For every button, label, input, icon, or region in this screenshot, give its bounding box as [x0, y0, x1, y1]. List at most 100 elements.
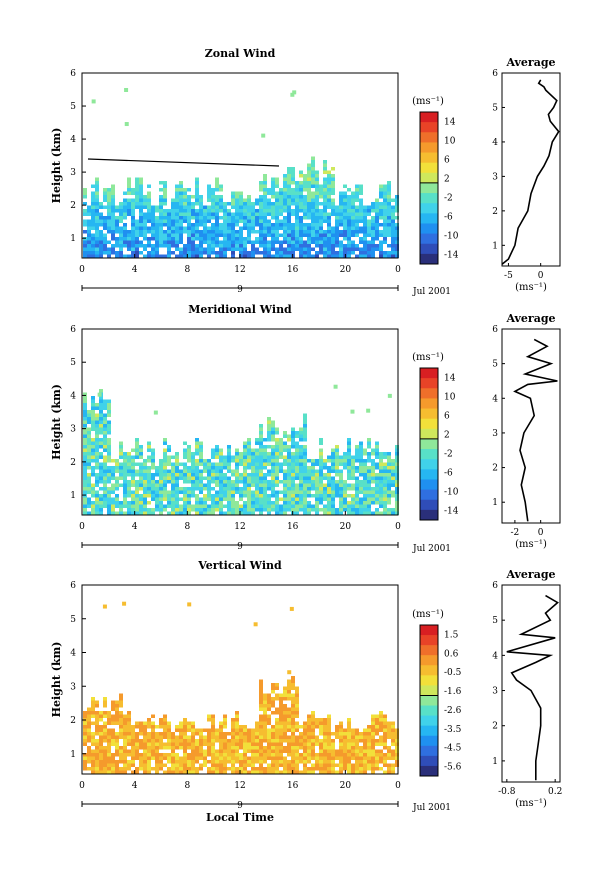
heatmap-cell: [355, 487, 359, 491]
heatmap-cell: [303, 184, 307, 188]
heatmap-cell: [363, 469, 367, 473]
heatmap-cell: [359, 254, 363, 258]
heatmap-cell: [291, 480, 295, 484]
heatmap-cell: [175, 767, 179, 771]
heatmap-cell: [339, 195, 343, 199]
heatmap-cell: [87, 459, 91, 463]
heatmap-cell: [279, 188, 283, 192]
heatmap-cell: [267, 455, 271, 459]
heatmap-cell: [339, 763, 343, 767]
heatmap-cell: [167, 473, 171, 477]
heatmap-cell: [235, 247, 239, 251]
heatmap-cell: [119, 483, 123, 487]
heatmap-cell: [143, 763, 147, 767]
heatmap-cell: [307, 511, 311, 515]
heatmap-cell: [351, 202, 355, 206]
heatmap-cell: [259, 462, 263, 466]
heatmap-cell: [143, 462, 147, 466]
heatmap-cell: [363, 459, 367, 463]
heatmap-cell: [119, 247, 123, 251]
heatmap-cell: [119, 254, 123, 258]
heatmap-cell: [131, 749, 135, 753]
heatmap-cell: [119, 466, 123, 470]
heatmap-cell: [199, 254, 203, 258]
heatmap-cell: [219, 494, 223, 498]
heatmap-cell: [203, 760, 207, 764]
heatmap-cell: [347, 202, 351, 206]
heatmap-cell: [367, 251, 371, 255]
heatmap-cell: [275, 466, 279, 470]
heatmap-cell: [347, 469, 351, 473]
heatmap-cell: [175, 191, 179, 195]
heatmap-cell: [219, 244, 223, 248]
heatmap-cell: [259, 749, 263, 753]
heatmap-cell: [91, 240, 95, 244]
heatmap-cell: [179, 760, 183, 764]
heatmap-cell: [195, 209, 199, 213]
heatmap-cell: [223, 739, 227, 743]
heatmap-cell: [271, 753, 275, 757]
heatmap-cell: [119, 501, 123, 505]
heatmap-cell: [391, 770, 395, 774]
heatmap-cell: [383, 756, 387, 760]
heatmap-cell: [143, 732, 147, 736]
heatmap-cell: [235, 209, 239, 213]
heatmap-cell: [283, 504, 287, 508]
heatmap-cell: [339, 767, 343, 771]
heatmap-cell: [163, 756, 167, 760]
heatmap-cell: [291, 700, 295, 704]
heatmap-cell: [383, 216, 387, 220]
heatmap-cell: [107, 431, 111, 435]
heatmap-cell: [151, 212, 155, 216]
heatmap-cell: [119, 462, 123, 466]
heatmap-cell: [87, 501, 91, 505]
heatmap-cell: [367, 438, 371, 442]
heatmap-cell: [107, 427, 111, 431]
heatmap-cell: [391, 212, 395, 216]
heatmap-cell: [115, 205, 119, 209]
heatmap-cell: [211, 501, 215, 505]
heatmap-cell: [103, 700, 107, 704]
profile-y-tick-label: 6: [492, 325, 498, 335]
heatmap-cell: [363, 767, 367, 771]
heatmap-cell: [87, 707, 91, 711]
heatmap-cell: [387, 393, 392, 398]
heatmap-cell: [371, 233, 375, 237]
heatmap-cell: [267, 501, 271, 505]
heatmap-cell: [123, 490, 127, 494]
heatmap-cell: [183, 230, 187, 234]
heatmap-cell: [207, 247, 211, 251]
heatmap-cell: [263, 455, 267, 459]
heatmap-cell: [91, 410, 95, 414]
heatmap-cell: [211, 202, 215, 206]
heatmap-cell: [111, 770, 115, 774]
profile-x-unit: (ms⁻¹): [515, 798, 547, 809]
heatmap-cell: [303, 413, 307, 417]
heatmap-cell: [127, 198, 131, 202]
heatmap-cell: [191, 223, 195, 227]
heatmap-cell: [163, 473, 167, 477]
colorbar-label: 6: [444, 412, 450, 422]
heatmap-cell: [95, 230, 99, 234]
heatmap-cell: [87, 725, 91, 729]
heatmap-cell: [311, 466, 315, 470]
heatmap-cell: [127, 739, 131, 743]
heatmap-cell: [143, 739, 147, 743]
heatmap-cell: [171, 504, 175, 508]
heatmap-cell: [91, 191, 95, 195]
heatmap-cell: [295, 735, 299, 739]
heatmap-cell: [119, 704, 123, 708]
heatmap-cell: [387, 184, 391, 188]
heatmap-cell: [295, 753, 299, 757]
heatmap-cell: [287, 504, 291, 508]
heatmap-cell: [259, 427, 263, 431]
heatmap-cell: [347, 756, 351, 760]
heatmap-cell: [395, 497, 399, 501]
heatmap-cell: [391, 725, 395, 729]
heatmap-cell: [379, 212, 383, 216]
heatmap-cell: [391, 735, 395, 739]
heatmap-cell: [243, 455, 247, 459]
heatmap-cell: [315, 226, 319, 230]
heatmap-cell: [179, 237, 183, 241]
heatmap-cell: [147, 508, 151, 512]
